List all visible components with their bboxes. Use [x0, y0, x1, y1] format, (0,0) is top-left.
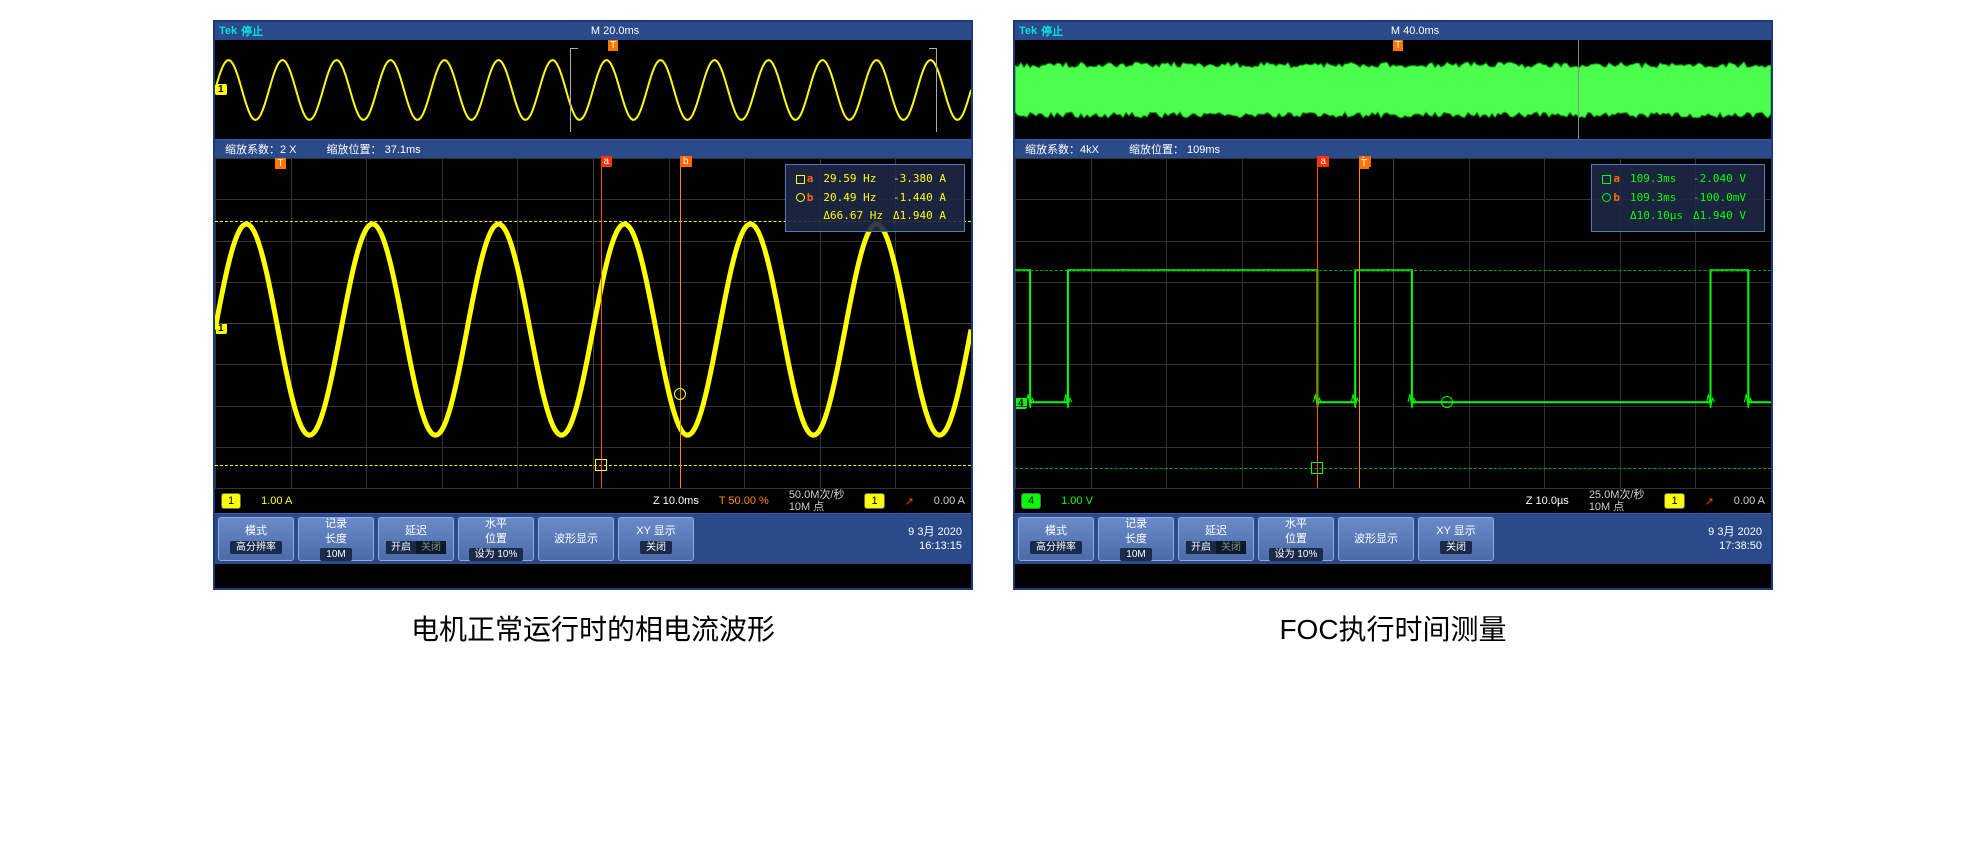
right-z-scale: Z 10.0µs: [1526, 495, 1569, 507]
right-menu-xy[interactable]: XY 显示 关闭: [1418, 517, 1494, 561]
right-oscilloscope: Tek 停止 M 40.0ms 4 T 缩放系数：4kX 缩放位置： 109ms…: [1013, 20, 1773, 590]
right-topbar: Tek 停止 M 40.0ms: [1015, 22, 1771, 40]
right-menu-mode[interactable]: 模式 高分辨率: [1018, 517, 1094, 561]
right-brand: Tek: [1019, 25, 1037, 37]
right-trig-edge-icon: ↗: [1705, 495, 1714, 508]
left-menu-record-length[interactable]: 记录 长度 10M: [298, 517, 374, 561]
left-statusbar: 1 1.00 A Z 10.0ms T 50.00 % 50.0M次/秒 10M…: [215, 488, 971, 514]
right-main-plot: 4 abTa109.3ms-2.040 Vb109.3ms-100.0mVΔ10…: [1015, 158, 1771, 488]
left-trig-level: 0.00 A: [934, 495, 965, 507]
left-timebase: M 20.0ms: [263, 25, 967, 37]
right-trig-ch: 1: [1664, 493, 1684, 509]
right-menubar: 模式 高分辨率 记录 长度 10M 延迟 开启关闭 水平 位置 设为 10% 波…: [1015, 514, 1771, 564]
left-menu-waveform[interactable]: 波形显示: [538, 517, 614, 561]
right-ch-badge: 4: [1021, 493, 1041, 509]
left-zoom-bar: 缩放系数：2 X 缩放位置： 37.1ms: [215, 140, 971, 158]
right-menu-horiz-pos[interactable]: 水平 位置 设为 10%: [1258, 517, 1334, 561]
left-ch-scale: 1.00 A: [261, 495, 292, 507]
left-main-plot: 1 abTa29.59 Hz-3.380 Ab20.49 Hz-1.440 AΔ…: [215, 158, 971, 488]
left-zoom-factor: 缩放系数：2 X: [225, 141, 297, 157]
left-menu-mode[interactable]: 模式 高分辨率: [218, 517, 294, 561]
left-sample-rate: 50.0M次/秒: [789, 489, 845, 501]
left-scope-panel: Tek 停止 M 20.0ms 1 T 缩放系数：2 X 缩放位置： 37.1m…: [213, 20, 973, 648]
right-datetime: 9 3月 2020 17:38:50: [1702, 517, 1768, 561]
left-ch-badge: 1: [221, 493, 241, 509]
left-topbar: Tek 停止 M 20.0ms: [215, 22, 971, 40]
right-sample-rate: 25.0M次/秒: [1589, 489, 1645, 501]
left-oscilloscope: Tek 停止 M 20.0ms 1 T 缩放系数：2 X 缩放位置： 37.1m…: [213, 20, 973, 590]
left-run-status: 停止: [241, 23, 263, 39]
right-zoom-bar: 缩放系数：4kX 缩放位置： 109ms: [1015, 140, 1771, 158]
left-trig-edge-icon: ↗: [905, 495, 914, 508]
left-zoom-pos: 缩放位置： 37.1ms: [327, 141, 421, 157]
left-caption: 电机正常运行时的相电流波形: [411, 608, 775, 648]
left-overview-plot: 1 T: [215, 40, 971, 140]
left-rec-points: 10M 点: [789, 501, 845, 513]
right-run-status: 停止: [1041, 23, 1063, 39]
left-menu-horiz-pos[interactable]: 水平 位置 设为 10%: [458, 517, 534, 561]
left-menu-xy[interactable]: XY 显示 关闭: [618, 517, 694, 561]
right-scope-panel: Tek 停止 M 40.0ms 4 T 缩放系数：4kX 缩放位置： 109ms…: [1013, 20, 1773, 648]
right-zoom-pos: 缩放位置： 109ms: [1129, 141, 1220, 157]
left-menu-delay[interactable]: 延迟 开启关闭: [378, 517, 454, 561]
left-brand: Tek: [219, 25, 237, 37]
right-ch-scale: 1.00 V: [1061, 495, 1093, 507]
right-timebase: M 40.0ms: [1063, 25, 1767, 37]
right-overview-plot: 4 T: [1015, 40, 1771, 140]
right-menu-delay[interactable]: 延迟 开启关闭: [1178, 517, 1254, 561]
right-statusbar: 4 1.00 V Z 10.0µs 25.0M次/秒 10M 点 1 ↗ 0.0…: [1015, 488, 1771, 514]
left-datetime: 9 3月 2020 16:13:15: [902, 517, 968, 561]
right-rec-points: 10M 点: [1589, 501, 1645, 513]
right-menu-waveform[interactable]: 波形显示: [1338, 517, 1414, 561]
left-menubar: 模式 高分辨率 记录 长度 10M 延迟 开启关闭 水平 位置 设为 10% 波…: [215, 514, 971, 564]
left-z-scale: Z 10.0ms: [653, 495, 699, 507]
right-zoom-factor: 缩放系数：4kX: [1025, 141, 1099, 157]
right-trig-level: 0.00 A: [1734, 495, 1765, 507]
right-caption: FOC执行时间测量: [1279, 608, 1506, 648]
left-trig-ch: 1: [864, 493, 884, 509]
left-trig-pos: T 50.00 %: [719, 495, 769, 507]
right-menu-record-length[interactable]: 记录 长度 10M: [1098, 517, 1174, 561]
